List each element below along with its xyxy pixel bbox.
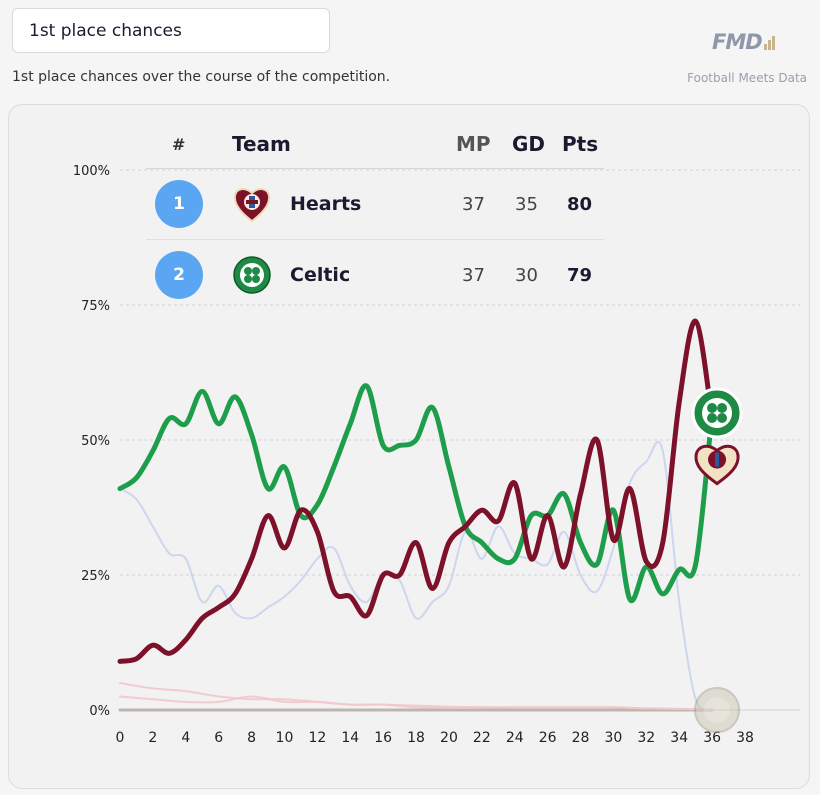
x-tick-label: 18 <box>407 730 425 746</box>
fmd-logo-text: FMD <box>712 30 763 54</box>
x-tick-label: 34 <box>670 730 688 746</box>
standings-header: # Team MP GD Pts <box>146 120 604 169</box>
table-row[interactable]: 2 Celtic 37 30 79 <box>146 240 604 310</box>
hearts-end-badge-icon <box>694 444 740 486</box>
team-gd: 35 <box>515 193 538 215</box>
col-gd-header: GD <box>512 132 546 156</box>
x-tick-label: 0 <box>116 730 125 746</box>
x-tick-label: 2 <box>148 730 157 746</box>
faded-team-badge-icon <box>694 687 741 733</box>
team-mp: 37 <box>462 193 485 215</box>
chart-subtitle: 1st place chances over the course of the… <box>12 69 391 85</box>
chart-title-box: 1st place chances <box>12 8 330 53</box>
brand-tagline: Football Meets Data <box>687 71 807 85</box>
y-tick-label: 0% <box>89 704 110 719</box>
team-name: Celtic <box>290 264 351 286</box>
series-line-celtic <box>117 383 715 604</box>
celtic-end-badge-icon <box>691 387 743 439</box>
fmd-logo: FMD <box>712 30 775 54</box>
team-pts: 79 <box>567 264 593 286</box>
x-tick-label: 28 <box>572 730 590 746</box>
y-tick-label: 25% <box>81 569 110 584</box>
series-line-other <box>119 682 714 711</box>
rank-badge: 1 <box>155 180 203 228</box>
standings-table: # Team MP GD Pts 1 Hearts 37 35 80 2 Cel… <box>146 120 604 310</box>
col-pts-header: Pts <box>562 132 599 156</box>
x-tick-label: 30 <box>605 730 623 746</box>
team-mp: 37 <box>462 264 485 286</box>
x-tick-label: 6 <box>214 730 223 746</box>
x-tick-label: 14 <box>341 730 359 746</box>
x-tick-label: 16 <box>374 730 392 746</box>
x-tick-label: 32 <box>637 730 655 746</box>
chart-title: 1st place chances <box>29 20 182 41</box>
x-tick-label: 8 <box>247 730 256 746</box>
team-gd: 30 <box>515 264 538 286</box>
team-pts: 80 <box>567 193 593 215</box>
x-tick-label: 26 <box>539 730 557 746</box>
table-row[interactable]: 1 Hearts 37 35 80 <box>146 169 604 240</box>
x-tick-label: 20 <box>440 730 458 746</box>
x-tick-label: 12 <box>308 730 326 746</box>
end-badges <box>691 387 743 733</box>
col-team-header: Team <box>232 132 291 156</box>
x-tick-label: 24 <box>506 730 524 746</box>
team-name: Hearts <box>290 193 362 215</box>
series-line-hearts <box>117 318 715 664</box>
rank-badge: 2 <box>155 251 203 299</box>
x-tick-label: 4 <box>181 730 190 746</box>
x-tick-label: 22 <box>473 730 491 746</box>
hearts-crest-icon <box>233 188 271 223</box>
series-layer <box>117 318 715 712</box>
x-tick-label: 10 <box>276 730 294 746</box>
col-mp-header: MP <box>456 132 491 156</box>
y-tick-label: 75% <box>81 299 110 314</box>
y-tick-label: 100% <box>73 164 110 179</box>
col-rank-header: # <box>172 134 186 154</box>
axis-layer: 0%25%50%75%100%0 2 4 6 8 10 12 14 16 18 20 22 24 26 28… <box>73 164 754 746</box>
x-tick-label: 36 <box>703 730 721 746</box>
celtic-crest-icon <box>233 256 271 294</box>
y-tick-label: 50% <box>81 434 110 449</box>
x-tick-label: 38 <box>736 730 754 746</box>
logo-bars-icon <box>763 36 775 50</box>
